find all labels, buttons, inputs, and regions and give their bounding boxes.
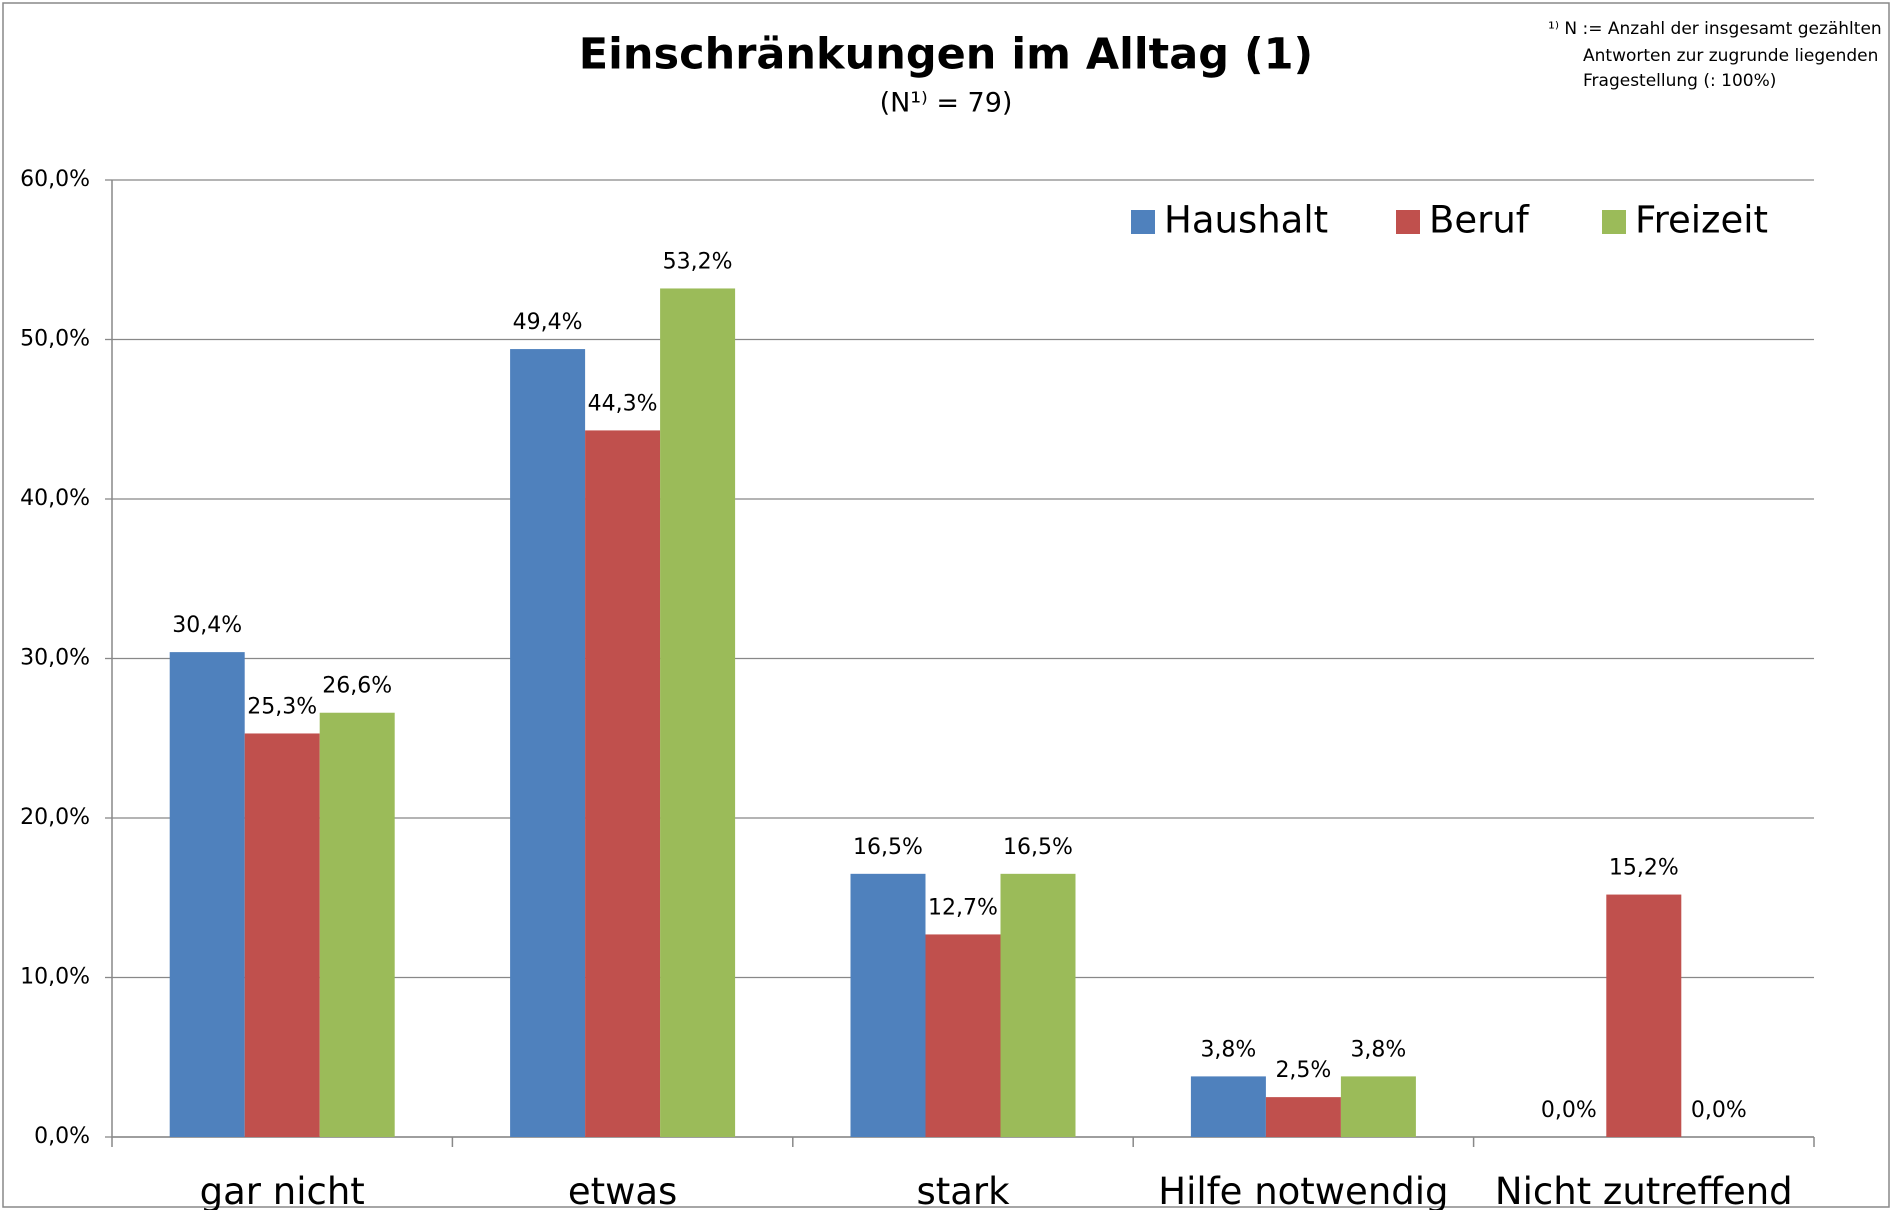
value-label: 0,0% [1691, 1098, 1747, 1123]
value-label: 3,8% [1200, 1037, 1256, 1062]
value-label: 0,0% [1541, 1098, 1597, 1123]
value-label: 16,5% [853, 835, 923, 860]
value-label: 49,4% [513, 310, 583, 335]
x-tick-label: Nicht zutreffend [1495, 1170, 1793, 1210]
y-tick-label: 10,0% [20, 965, 90, 990]
bar [244, 733, 320, 1137]
value-label: 26,6% [322, 674, 392, 699]
bar [585, 430, 661, 1137]
y-tick-label: 60,0% [20, 167, 90, 192]
y-tick-label: 40,0% [20, 486, 90, 511]
y-tick-label: 0,0% [34, 1124, 90, 1149]
footnote: ¹⁾ N := Anzahl der insgesamt gezählten [1548, 19, 1882, 39]
legend-label: Freizeit [1635, 199, 1768, 242]
y-tick-label: 50,0% [20, 327, 90, 352]
bar [319, 712, 395, 1137]
y-tick-label: 30,0% [20, 646, 90, 671]
chart-title: Einschränkungen im Alltag (1) [579, 30, 1313, 80]
x-tick-label: gar nicht [200, 1170, 365, 1210]
y-tick-label: 20,0% [20, 805, 90, 830]
legend-swatch [1602, 210, 1626, 234]
value-label: 15,2% [1609, 856, 1679, 881]
value-label: 30,4% [172, 613, 242, 638]
bar [1340, 1076, 1416, 1137]
x-tick-label: stark [916, 1170, 1010, 1210]
bar [1000, 873, 1076, 1137]
value-label: 16,5% [1003, 835, 1073, 860]
footnote: Antworten zur zugrunde liegenden [1583, 46, 1878, 66]
value-label: 53,2% [663, 249, 733, 274]
footnote: Fragestellung (: 100%) [1583, 71, 1776, 91]
bar [1265, 1097, 1341, 1137]
bar [925, 934, 1001, 1137]
value-label: 3,8% [1350, 1037, 1406, 1062]
value-label: 12,7% [928, 895, 998, 920]
legend-swatch [1396, 210, 1420, 234]
bar [1606, 894, 1682, 1137]
value-label: 25,3% [247, 694, 317, 719]
bar [510, 349, 586, 1137]
bar [850, 873, 926, 1137]
value-label: 2,5% [1275, 1058, 1331, 1083]
bar [169, 652, 245, 1137]
value-label: 44,3% [588, 391, 658, 416]
legend-swatch [1131, 210, 1155, 234]
bar [1190, 1076, 1266, 1137]
chart-subtitle: (N¹⁾ = 79) [880, 88, 1013, 119]
x-tick-label: etwas [568, 1170, 677, 1210]
legend-label: Haushalt [1164, 199, 1328, 242]
bar [660, 288, 736, 1138]
legend-label: Beruf [1429, 199, 1530, 242]
x-tick-label: Hilfe notwendig [1158, 1170, 1448, 1210]
